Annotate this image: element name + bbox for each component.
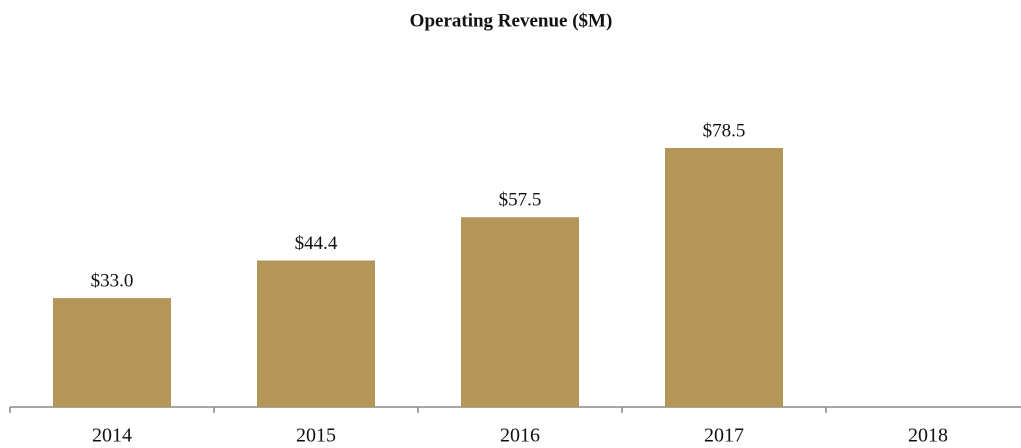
bar	[461, 217, 579, 407]
x-tick-label: 2016	[500, 425, 540, 447]
value-label: $57.5	[499, 190, 542, 211]
x-tick-label: 2015	[296, 425, 336, 447]
bar	[257, 260, 375, 407]
x-tick-label: 2014	[92, 425, 132, 447]
chart-title: Operating Revenue ($M)	[410, 10, 613, 31]
bar	[665, 147, 783, 407]
value-label: $33.0	[91, 270, 134, 291]
x-tick-label: 2018	[908, 425, 948, 447]
value-label: $78.5	[703, 120, 746, 141]
x-tick-label: 2017	[704, 425, 744, 447]
value-label: $44.4	[295, 233, 338, 254]
bar	[53, 298, 171, 407]
